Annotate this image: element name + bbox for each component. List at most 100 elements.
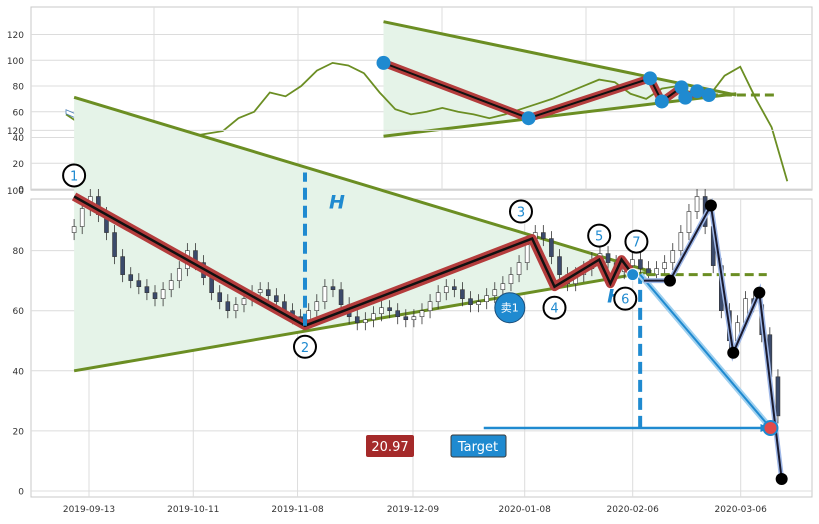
candle-body [136,280,142,287]
candle-body [306,310,312,321]
target-badge-box [450,434,507,458]
bottom-x-tick-label: 2019-09-13 [63,505,115,515]
sell-marker-label: 卖1 [501,302,519,315]
candle-body [168,280,174,290]
pivot-circle [292,334,317,359]
pivot-circle [542,295,567,320]
bottom-x-tick-label: 2019-11-08 [271,505,324,515]
pivot-circle [613,286,638,311]
candle-body [460,289,465,299]
candle-body [379,307,384,315]
value-badge: 20.97 [366,435,414,457]
candle-body [176,268,182,281]
top-pivot-dot [521,111,536,126]
candle-body [387,307,392,312]
pivot-circle [62,163,87,188]
candle-body [638,259,643,269]
top-lower-trendline [383,92,737,138]
pivot-circle [508,199,533,224]
bottom-zigzag-inner [73,195,634,328]
bottom-x-tick-label: 2019-12-09 [387,505,440,515]
pivot-label: 7 [632,236,640,251]
projection-dot [753,286,766,299]
candle-body [241,298,247,305]
candle-body [508,274,514,284]
candle-body [686,211,692,233]
bottom-x-tick-label: 2019-10-11 [167,505,219,515]
candle-body [79,208,85,227]
candle-body [354,316,360,324]
candle-body [476,301,481,305]
projection-dot [775,472,788,485]
top-y-tick-label: 20 [13,160,25,170]
candle-body [274,295,279,302]
height-marker-label: H [329,191,345,213]
target-badge-label: Target [457,440,498,455]
pivot-label: 3 [517,206,525,221]
target-arrow [639,273,772,429]
candle-body [492,289,498,296]
candle-body [500,283,506,290]
top-pivot-dot [376,55,391,70]
candle-body [71,226,77,233]
candle-body [338,289,344,305]
candle-body [144,286,150,293]
bottom-y-tick-label: 120 [7,127,24,137]
candle-body [468,298,473,305]
bottom-triangle-fill [74,97,652,371]
candle-body [120,256,125,275]
candle-body [314,301,320,311]
projection-dot [663,274,676,287]
bottom-upper-trendline [73,95,652,274]
projection-dot [704,199,717,212]
candle-body [112,232,117,257]
candle-body [524,244,530,263]
candle-body [371,313,376,321]
candle-body [516,262,522,275]
candle-body [427,301,433,311]
candle-body [152,292,158,299]
bottom-x-tick-label: 2020-03-06 [715,505,768,515]
candle-body [654,268,659,275]
candle-body [225,301,231,311]
bottom-x-tick-label: 2020-01-08 [499,505,552,515]
top-pivot-dot [701,88,716,103]
top-pivot-dot [678,90,693,105]
target-value-label: 20.97 [371,440,408,455]
candle-body [557,256,562,275]
top-y-tick-label: 80 [13,83,25,93]
candle-body [257,289,263,293]
sell-marker [494,292,526,324]
bottom-y-tick-label: 0 [18,488,24,498]
top-y-tick-label: 40 [13,134,25,144]
top-y-tick-label: 120 [7,31,24,41]
top-y-tick-label: 0 [18,186,24,196]
bottom-y-tick-label: 100 [7,187,24,197]
pivot-label: 6 [621,293,629,308]
bottom-y-tick-label: 40 [13,367,25,377]
candle-body [484,295,489,302]
bottom-y-tick-label: 60 [13,307,25,317]
candle-body [549,238,554,257]
candle-body [662,262,667,269]
top-pivot-dot [654,94,669,109]
candle-body [411,316,417,321]
pivot-label: 2 [301,341,309,356]
candle-body [694,196,700,212]
value-badge-box [366,435,414,457]
candle-body [541,232,546,239]
target-hit-dot [762,419,779,436]
candle-body [678,232,684,251]
target-badge: Target [450,434,507,458]
candle-body [605,253,611,263]
candle-body [452,286,457,290]
bottom-x-tick-label: 2020-02-06 [607,505,660,515]
top-chart: 0 20 40 60 80 100 120 [7,7,812,196]
pivot-circle [624,229,649,254]
breakout-dot [626,268,640,282]
candle-body [403,316,409,321]
candle-body [209,277,214,293]
